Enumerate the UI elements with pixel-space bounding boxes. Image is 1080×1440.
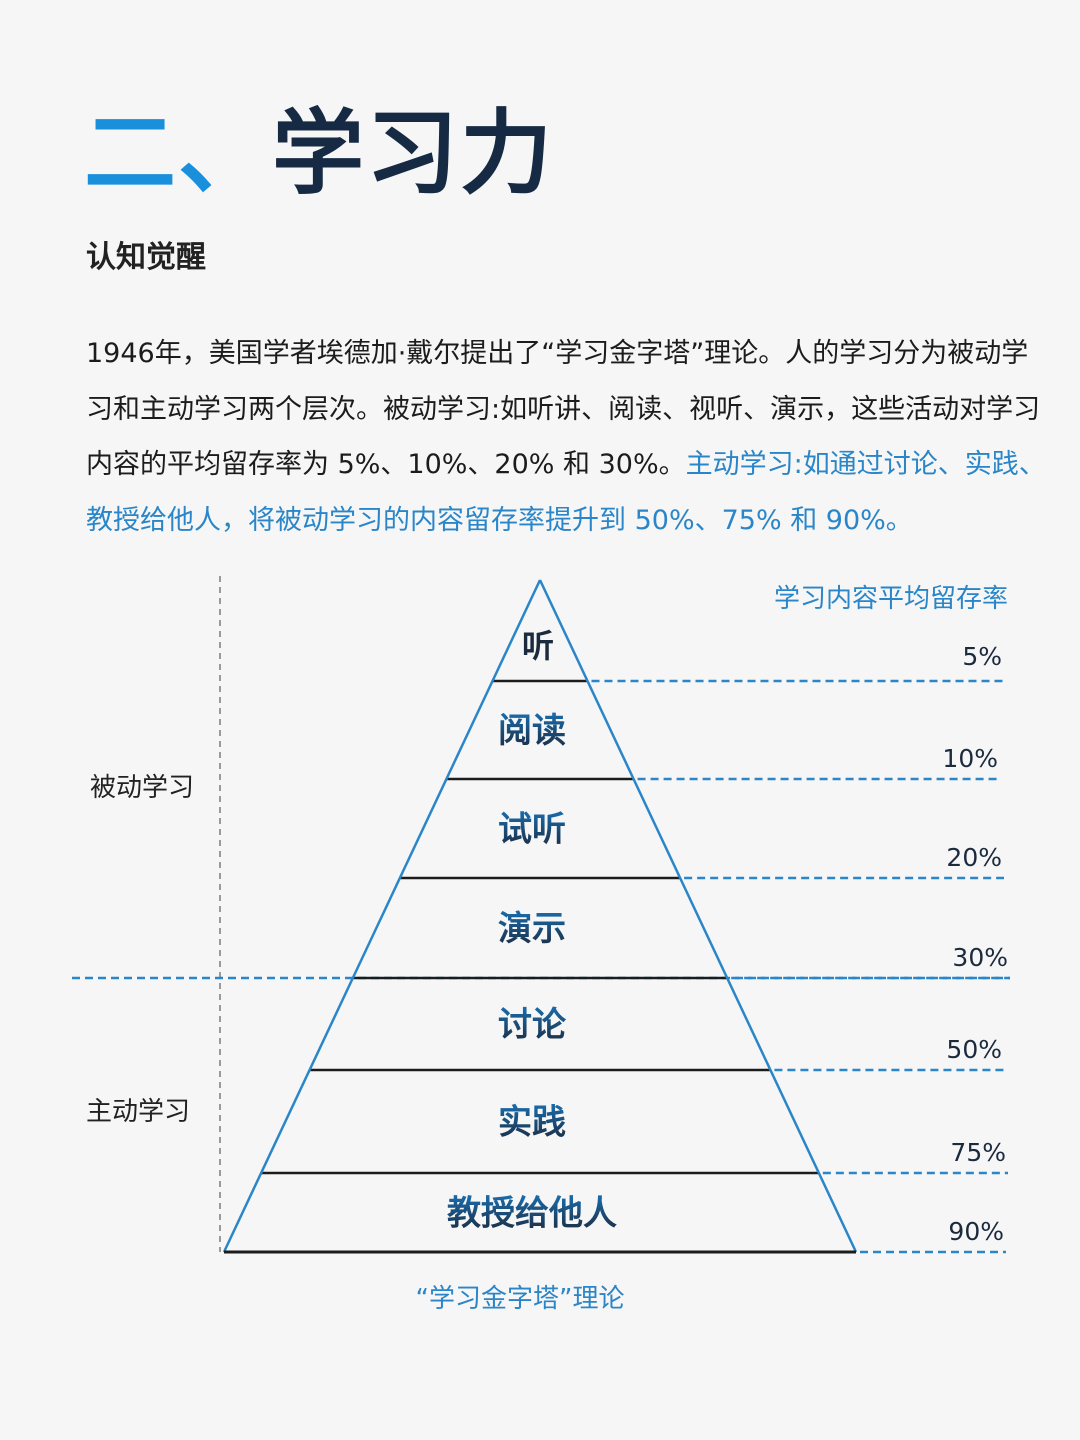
section-subtitle: 认知觉醒	[86, 240, 206, 275]
pyramid-level-label: 实践	[498, 1103, 566, 1143]
pyramid-level-label: 教授给他人	[447, 1194, 617, 1234]
retention-percent: 30%	[952, 943, 1008, 972]
title-main: 学习力	[272, 100, 555, 207]
pyramid-level-label: 讨论	[498, 1005, 567, 1045]
retention-percent: 50%	[946, 1035, 1002, 1064]
diagram-caption: “学习金字塔”理论	[415, 1284, 625, 1314]
intro-highlight: 主动学习:如通过讨论、实践、教授给他人，将被动学习的内容留存率提升到 50%、7…	[86, 449, 1046, 536]
page-title: 二、学习力	[84, 108, 554, 200]
pyramid-level-label: 听	[522, 627, 554, 665]
retention-percent: 5%	[962, 642, 1002, 671]
pyramid-right-edge	[538, 579, 858, 1253]
retention-percent: 90%	[948, 1217, 1004, 1246]
retention-header: 学习内容平均留存率	[774, 584, 1008, 614]
pyramid-left-edge	[222, 579, 542, 1253]
retention-percent: 75%	[950, 1138, 1006, 1167]
pyramid-level-label: 阅读	[498, 711, 566, 751]
active-learning-label: 主动学习	[86, 1097, 190, 1127]
intro-paragraph: 1946年，美国学者埃德加·戴尔提出了“学习金字塔”理论。人的学习分为被动学习和…	[86, 326, 1046, 548]
learning-pyramid-diagram: 听 5% 阅读 10% 试听 20% 演示 30% 讨论 50% 实践 75% 教授给他人 90% 学习内…	[72, 576, 1010, 1254]
title-prefix: 二、	[84, 100, 273, 207]
passive-learning-label: 被动学习	[90, 773, 194, 803]
intro-text: 1946年，美国学者埃德加·戴尔提出了“学习金字塔”理论。人的学习分为被动学习和…	[86, 338, 1041, 480]
retention-percent: 20%	[946, 843, 1002, 872]
pyramid-level-label: 试听	[498, 810, 566, 850]
retention-percent: 10%	[942, 744, 998, 773]
pyramid-level-label: 演示	[498, 909, 566, 949]
